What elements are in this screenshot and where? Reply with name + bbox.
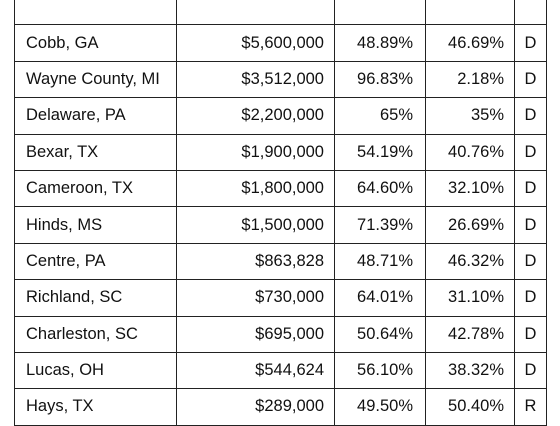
percent-a-cell: 96.83%	[334, 60, 426, 99]
party-cell: D	[514, 206, 547, 244]
percent-b-cell: 46.69%	[425, 24, 515, 62]
percent-b-cell: 42.78%	[425, 315, 515, 353]
amount-cell	[176, 0, 335, 26]
amount-cell: $289,000	[176, 388, 335, 426]
percent-a-cell: 71.39%	[334, 206, 426, 244]
percent-a-cell: 56.10%	[334, 351, 426, 390]
amount-cell: $863,828	[176, 242, 335, 281]
amount-cell: $2,200,000	[176, 97, 335, 135]
percent-a-cell: 50.64%	[334, 315, 426, 353]
table-row: Delaware, PA $2,200,000 65% 35% D	[14, 97, 547, 135]
percent-b-cell: 32.10%	[425, 169, 515, 208]
table-row: Cameroon, TX $1,800,000 64.60% 32.10% D	[14, 169, 547, 208]
amount-cell: $730,000	[176, 279, 335, 317]
table-row: Charleston, SC $695,000 50.64% 42.78% D	[14, 315, 547, 353]
percent-b-cell: 46.32%	[425, 242, 515, 281]
county-cell: Charleston, SC	[14, 315, 177, 353]
county-cell: Cobb, GA	[14, 24, 177, 62]
amount-cell: $5,600,000	[176, 24, 335, 62]
table-body: Cobb, GA $5,600,000 48.89% 46.69% D Wayn…	[14, 0, 547, 426]
party-cell: D	[514, 24, 547, 62]
amount-cell: $695,000	[176, 315, 335, 353]
amount-cell: $1,500,000	[176, 206, 335, 244]
county-funding-table-container: Cobb, GA $5,600,000 48.89% 46.69% D Wayn…	[14, 0, 547, 426]
party-cell: D	[514, 133, 547, 171]
amount-cell: $1,800,000	[176, 169, 335, 208]
county-cell: Wayne County, MI	[14, 60, 177, 99]
county-cell: Bexar, TX	[14, 133, 177, 171]
county-cell: Delaware, PA	[14, 97, 177, 135]
county-cell	[14, 0, 177, 26]
county-cell: Richland, SC	[14, 279, 177, 317]
table-row: Wayne County, MI $3,512,000 96.83% 2.18%…	[14, 60, 547, 99]
table-row: Cobb, GA $5,600,000 48.89% 46.69% D	[14, 24, 547, 62]
percent-b-cell: 26.69%	[425, 206, 515, 244]
table-row: Lucas, OH $544,624 56.10% 38.32% D	[14, 351, 547, 390]
table-row: Centre, PA $863,828 48.71% 46.32% D	[14, 242, 547, 281]
table-row: Hays, TX $289,000 49.50% 50.40% R	[14, 388, 547, 426]
table-row: Hinds, MS $1,500,000 71.39% 26.69% D	[14, 206, 547, 244]
county-cell: Cameroon, TX	[14, 169, 177, 208]
amount-cell: $3,512,000	[176, 60, 335, 99]
county-cell: Lucas, OH	[14, 351, 177, 390]
party-cell: D	[514, 315, 547, 353]
table-row	[14, 0, 547, 26]
party-cell	[514, 0, 547, 26]
party-cell: D	[514, 279, 547, 317]
percent-a-cell	[334, 0, 426, 26]
party-cell: D	[514, 242, 547, 281]
amount-cell: $544,624	[176, 351, 335, 390]
percent-a-cell: 65%	[334, 97, 426, 135]
party-cell: D	[514, 60, 547, 99]
percent-b-cell: 38.32%	[425, 351, 515, 390]
party-cell: D	[514, 97, 547, 135]
county-cell: Hinds, MS	[14, 206, 177, 244]
percent-b-cell: 2.18%	[425, 60, 515, 99]
percent-a-cell: 48.71%	[334, 242, 426, 281]
percent-b-cell: 50.40%	[425, 388, 515, 426]
party-cell: R	[514, 388, 547, 426]
percent-b-cell	[425, 0, 515, 26]
county-cell: Centre, PA	[14, 242, 177, 281]
party-cell: D	[514, 169, 547, 208]
amount-cell: $1,900,000	[176, 133, 335, 171]
table-row: Bexar, TX $1,900,000 54.19% 40.76% D	[14, 133, 547, 171]
percent-a-cell: 64.60%	[334, 169, 426, 208]
percent-b-cell: 31.10%	[425, 279, 515, 317]
party-cell: D	[514, 351, 547, 390]
county-cell: Hays, TX	[14, 388, 177, 426]
table-row: Richland, SC $730,000 64.01% 31.10% D	[14, 279, 547, 317]
percent-a-cell: 64.01%	[334, 279, 426, 317]
percent-a-cell: 54.19%	[334, 133, 426, 171]
percent-b-cell: 40.76%	[425, 133, 515, 171]
percent-a-cell: 48.89%	[334, 24, 426, 62]
percent-b-cell: 35%	[425, 97, 515, 135]
county-funding-table: Cobb, GA $5,600,000 48.89% 46.69% D Wayn…	[14, 0, 547, 426]
